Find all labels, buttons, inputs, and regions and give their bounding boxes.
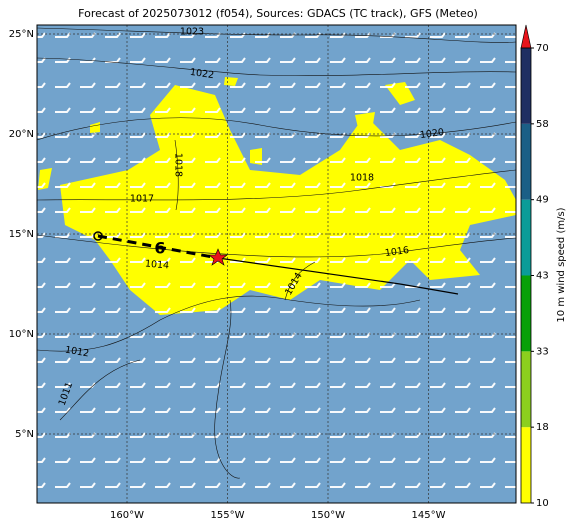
colorbar-tick-label: 10 <box>536 498 549 509</box>
isobar-label: 1018 <box>350 173 374 184</box>
colorbar-tick-label: 33 <box>536 346 549 357</box>
wind-barbs <box>37 25 516 503</box>
colorbar-segment <box>521 351 531 428</box>
lat-label: 10°N <box>9 329 34 340</box>
lon-label: 145°W <box>412 510 446 521</box>
lon-label: 155°W <box>211 510 245 521</box>
colorbar-segment <box>521 275 531 352</box>
map-frame <box>36 24 517 504</box>
title: Forecast of 2025073012 (f054), Sources: … <box>78 7 478 20</box>
lon-label: 150°W <box>311 510 345 521</box>
storm-position <box>208 248 228 266</box>
lon-label: 160°W <box>110 510 144 521</box>
lat-label: 5°N <box>15 429 34 440</box>
track-past <box>217 257 459 295</box>
isobar-label: 1016 <box>384 245 409 259</box>
colorbar-extend <box>520 24 532 49</box>
colorbar-tick-label: 70 <box>536 43 549 54</box>
colorbar-segment <box>521 123 531 200</box>
storm-symbol: 6 <box>154 239 165 258</box>
map: 6 <box>37 25 516 503</box>
isobar-label: 1014 <box>144 258 169 271</box>
colorbar-tick-label: 43 <box>536 271 549 282</box>
isobar-label: 1020 <box>419 127 444 141</box>
colorbar: 10 18 33 43 49 58 70 <box>520 24 549 509</box>
track-start <box>93 231 103 241</box>
lat-label: 20°N <box>9 129 34 140</box>
track-forecast <box>97 234 219 260</box>
colorbar-segment <box>521 427 531 503</box>
colorbar-label: 10 m wind speed (m/s) <box>556 207 567 322</box>
colorbar-segment <box>521 199 531 276</box>
colorbar-tick-label: 18 <box>536 422 549 433</box>
isobars <box>37 27 516 479</box>
isobar-label: 1017 <box>130 194 154 205</box>
lat-label: 25°N <box>9 29 34 40</box>
colorbar-tick-label: 58 <box>536 119 549 130</box>
colorbar-segment <box>521 48 531 124</box>
isobar-label: 1018 <box>173 153 184 177</box>
lat-label: 15°N <box>9 229 34 240</box>
isobar-label: 1022 <box>189 67 214 81</box>
isobar-label: 1012 <box>64 344 90 359</box>
isobar-label: 1023 <box>180 27 204 38</box>
colorbar-tick-label: 49 <box>536 195 549 206</box>
